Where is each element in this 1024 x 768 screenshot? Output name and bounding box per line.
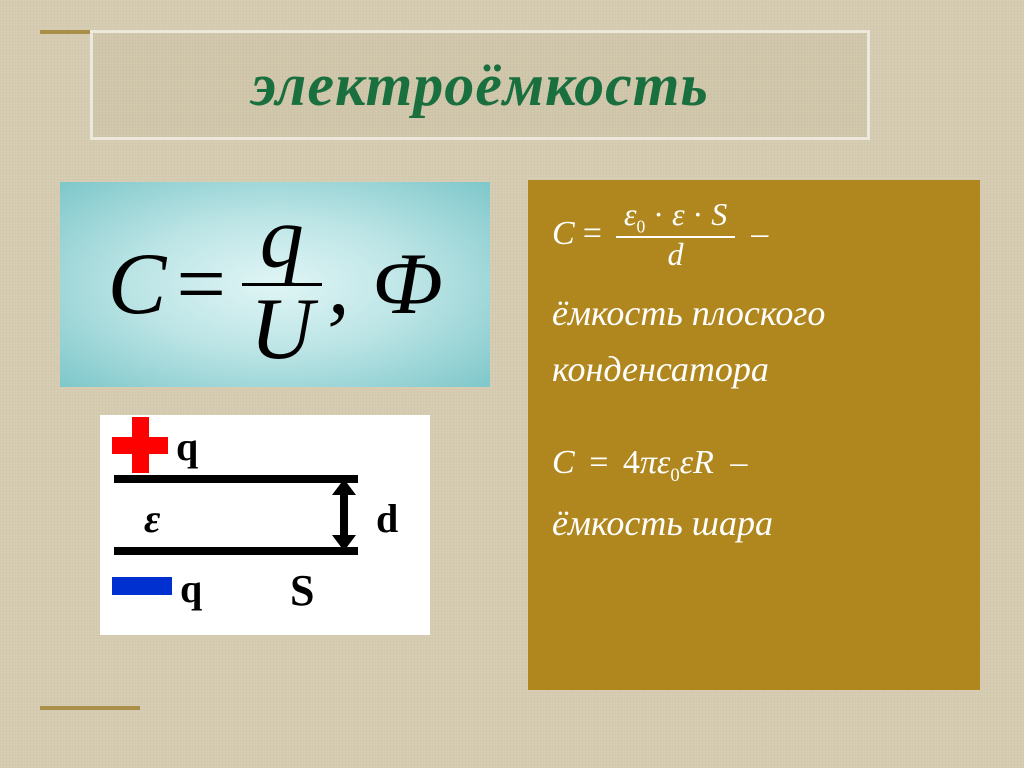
plus-icon (110, 415, 170, 475)
dimension-arrow-d (340, 491, 348, 539)
parallel-plate-formula: C = ε0 · ε · S d – (552, 198, 956, 270)
minus-icon (112, 577, 172, 595)
f1-numerator: ε0 · ε · S (616, 198, 735, 236)
f2-sub0: 0 (670, 464, 679, 485)
f1-lhs: C (552, 217, 575, 251)
f2-eq: = (589, 444, 608, 481)
label-d: d (376, 495, 398, 542)
f1-eq: = (583, 217, 602, 251)
title-banner: электроёмкость (90, 30, 870, 140)
label-minus-q: q (180, 565, 202, 612)
label-S: S (290, 565, 314, 616)
slide-title: электроёмкость (251, 51, 709, 120)
f2-eps: ε (680, 444, 693, 481)
text1-line1: ёмкость плоского (552, 293, 825, 333)
formulas-panel: C = ε0 · ε · S d – ёмкость плоского конд… (528, 180, 980, 690)
label-plus-q: q (176, 423, 198, 470)
text1-line2: конденсатора (552, 349, 769, 389)
formula-equals: = (176, 241, 226, 329)
formula-fraction: q U (242, 195, 322, 374)
f2-pi: π (640, 444, 657, 481)
sphere-capacitance-formula: C = 4πε0εR – (552, 444, 956, 487)
formula-unit: , Ф (328, 241, 443, 329)
f2-lhs: C (552, 444, 575, 481)
f2-eps0: ε (657, 444, 670, 481)
capacitor-diagram: q ε d q S (100, 415, 430, 635)
accent-line-bottom (40, 706, 140, 710)
f1-dash: – (751, 217, 768, 251)
formula-denominator: U (242, 286, 322, 374)
accent-line-top (40, 30, 90, 34)
formula-lhs: C (108, 241, 167, 329)
top-plate (114, 475, 358, 483)
parallel-plate-label: ёмкость плоского конденсатора (552, 286, 956, 398)
f1-denominator: d (660, 238, 692, 270)
main-formula-box: C = q U , Ф (60, 182, 490, 387)
formula-numerator: q (252, 195, 312, 283)
f2-four: 4 (623, 444, 640, 481)
f2-dash: – (730, 444, 747, 481)
label-epsilon: ε (144, 495, 160, 542)
f2-R: R (693, 444, 714, 481)
f1-fraction: ε0 · ε · S d (616, 198, 735, 270)
capacitance-definition-formula: C = q U , Ф (108, 195, 443, 374)
bottom-plate (114, 547, 358, 555)
sphere-label: ёмкость шара (552, 496, 956, 552)
